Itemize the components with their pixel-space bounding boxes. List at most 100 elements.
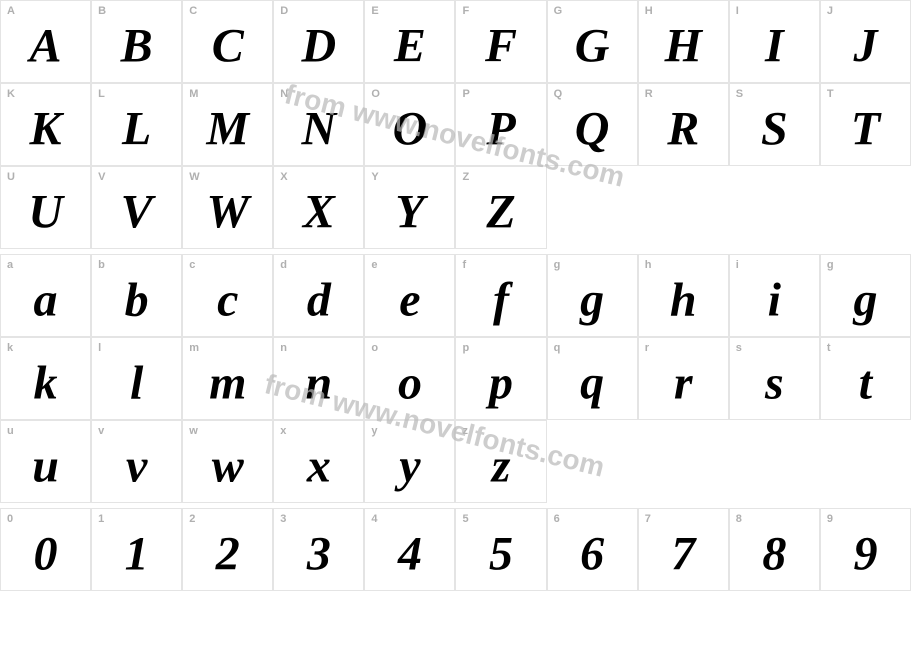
glyph-cell-glyph: S bbox=[761, 102, 788, 157]
glyph-cell: 33 bbox=[273, 508, 364, 591]
glyph-cell-label: O bbox=[371, 88, 380, 100]
glyph-cell-label: Z bbox=[462, 171, 469, 183]
glyph-cell-label: F bbox=[462, 5, 469, 17]
glyph-cell: kk bbox=[0, 337, 91, 420]
glyph-cell-label: a bbox=[7, 259, 13, 271]
glyph-cell-label: L bbox=[98, 88, 105, 100]
glyph-cell-glyph: G bbox=[575, 19, 610, 74]
glyph-cell: ee bbox=[364, 254, 455, 337]
glyph-cell: 99 bbox=[820, 508, 911, 591]
glyph-cell: NN bbox=[273, 83, 364, 166]
glyph-cell: nn bbox=[273, 337, 364, 420]
glyph-cell-glyph: w bbox=[212, 439, 244, 494]
glyph-cell-glyph: X bbox=[303, 185, 335, 240]
glyph-cell: BB bbox=[91, 0, 182, 83]
glyph-cell-label: A bbox=[7, 5, 15, 17]
glyph-cell-glyph: Z bbox=[486, 185, 515, 240]
glyph-cell: UU bbox=[0, 166, 91, 249]
glyph-cell: mm bbox=[182, 337, 273, 420]
glyph-cell-label: c bbox=[189, 259, 195, 271]
glyph-cell-label: 4 bbox=[371, 513, 377, 525]
glyph-cell: aa bbox=[0, 254, 91, 337]
glyph-cell: EE bbox=[364, 0, 455, 83]
glyph-cell: XX bbox=[273, 166, 364, 249]
glyph-cell: OO bbox=[364, 83, 455, 166]
glyph-cell: bb bbox=[91, 254, 182, 337]
glyph-cell-label: v bbox=[98, 425, 104, 437]
glyph-cell-label: Y bbox=[371, 171, 378, 183]
glyph-cell-label: V bbox=[98, 171, 105, 183]
glyph-cell-label: e bbox=[371, 259, 377, 271]
glyph-cell: JJ bbox=[820, 0, 911, 83]
glyph-cell-glyph: F bbox=[485, 19, 517, 74]
glyph-cell: tt bbox=[820, 337, 911, 420]
glyph-cell: FF bbox=[455, 0, 546, 83]
glyph-cell-label: I bbox=[736, 5, 739, 17]
glyph-cell-label: l bbox=[98, 342, 101, 354]
glyph-cell-glyph: 1 bbox=[125, 527, 149, 582]
glyph-cell-label: E bbox=[371, 5, 378, 17]
glyph-cell: AA bbox=[0, 0, 91, 83]
glyph-cell-label: m bbox=[189, 342, 199, 354]
glyph-cell: TT bbox=[820, 83, 911, 166]
glyph-cell-glyph: O bbox=[393, 102, 428, 157]
glyph-cell: VV bbox=[91, 166, 182, 249]
glyph-cell-glyph: 2 bbox=[216, 527, 240, 582]
glyph-cell-glyph: x bbox=[307, 439, 331, 494]
glyph-cell bbox=[729, 420, 820, 503]
glyph-cell-label: R bbox=[645, 88, 653, 100]
glyph-cell: 66 bbox=[547, 508, 638, 591]
glyph-cell-glyph: s bbox=[765, 356, 784, 411]
glyph-cell-glyph: U bbox=[28, 185, 63, 240]
glyph-cell: YY bbox=[364, 166, 455, 249]
glyph-cell-glyph: 9 bbox=[853, 527, 877, 582]
glyph-cell-glyph: I bbox=[765, 19, 784, 74]
glyph-cell-glyph: k bbox=[34, 356, 58, 411]
glyph-cell-label: d bbox=[280, 259, 287, 271]
glyph-cell-label: n bbox=[280, 342, 287, 354]
glyph-cell-glyph: P bbox=[486, 102, 515, 157]
glyph-cell: ww bbox=[182, 420, 273, 503]
glyph-cell-label: w bbox=[189, 425, 198, 437]
glyph-cell bbox=[547, 420, 638, 503]
glyph-cell-glyph: c bbox=[217, 273, 238, 328]
glyph-cell-glyph: u bbox=[32, 439, 59, 494]
glyph-cell-label: Q bbox=[554, 88, 563, 100]
glyph-cell-glyph: T bbox=[851, 102, 880, 157]
glyph-cell: GG bbox=[547, 0, 638, 83]
glyph-cell: 00 bbox=[0, 508, 91, 591]
glyph-cell-glyph: C bbox=[212, 19, 244, 74]
glyph-cell-glyph: H bbox=[665, 19, 702, 74]
glyph-cell-label: o bbox=[371, 342, 378, 354]
glyph-cell-label: D bbox=[280, 5, 288, 17]
glyph-cell-glyph: D bbox=[302, 19, 337, 74]
glyph-cell-label: u bbox=[7, 425, 14, 437]
glyph-cell-glyph: n bbox=[305, 356, 332, 411]
glyph-cell: MM bbox=[182, 83, 273, 166]
glyph-cell-glyph: B bbox=[121, 19, 153, 74]
glyph-cell-glyph: q bbox=[580, 356, 604, 411]
glyph-cell bbox=[638, 420, 729, 503]
glyph-cell: zz bbox=[455, 420, 546, 503]
glyph-cell-label: U bbox=[7, 171, 15, 183]
glyph-cell bbox=[729, 166, 820, 249]
glyph-cell-label: q bbox=[554, 342, 561, 354]
glyph-cell-label: 7 bbox=[645, 513, 651, 525]
glyph-cell: 11 bbox=[91, 508, 182, 591]
glyph-cell-glyph: p bbox=[489, 356, 513, 411]
glyph-cell: ss bbox=[729, 337, 820, 420]
glyph-cell-label: x bbox=[280, 425, 286, 437]
glyph-cell: uu bbox=[0, 420, 91, 503]
glyph-cell: ff bbox=[455, 254, 546, 337]
glyph-cell-label: t bbox=[827, 342, 831, 354]
glyph-cell: ZZ bbox=[455, 166, 546, 249]
glyph-cell-glyph: v bbox=[126, 439, 147, 494]
glyph-cell-glyph: z bbox=[492, 439, 511, 494]
glyph-cell-label: f bbox=[462, 259, 466, 271]
glyph-cell-glyph: b bbox=[125, 273, 149, 328]
glyph-cell-glyph: d bbox=[307, 273, 331, 328]
glyph-cell-label: 9 bbox=[827, 513, 833, 525]
glyph-cell: DD bbox=[273, 0, 364, 83]
glyph-cell-label: X bbox=[280, 171, 287, 183]
glyph-cell-label: i bbox=[736, 259, 739, 271]
